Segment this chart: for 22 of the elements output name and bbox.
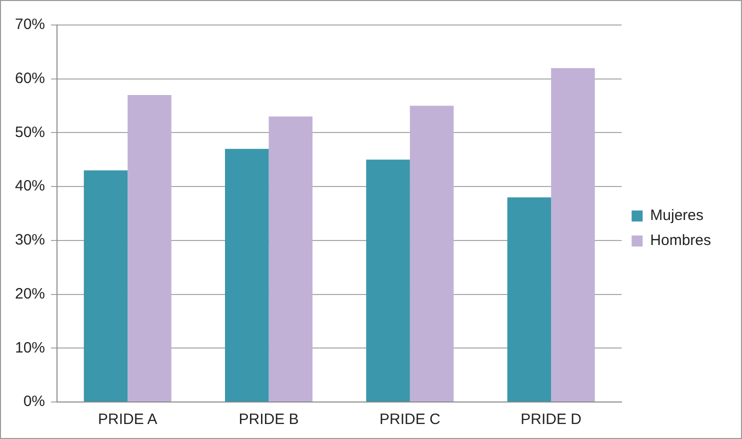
bar (551, 68, 595, 402)
y-tick-label: 60% (14, 70, 46, 87)
bar (268, 116, 313, 402)
legend-label: Hombres (650, 232, 712, 250)
y-tick-label: 40% (14, 178, 46, 195)
y-tick-label: 20% (14, 285, 46, 302)
legend-label: Mujeres (650, 207, 704, 224)
x-tick-label: PRIDE A (98, 411, 158, 428)
bar (84, 170, 128, 402)
x-tick-label: PRIDE C (379, 411, 441, 428)
y-tick-label: 30% (14, 232, 46, 249)
bar (128, 95, 172, 402)
x-tick-label: PRIDE B (238, 411, 299, 428)
y-tick-label: 50% (14, 124, 46, 141)
y-tick-label: 70% (14, 16, 46, 34)
x-tick-label: PRIDE D (520, 411, 582, 428)
y-tick-label: 0% (23, 393, 46, 410)
bar (225, 148, 269, 402)
y-tick-label: 10% (14, 339, 46, 356)
bar (410, 106, 454, 402)
bar (507, 197, 552, 402)
bar (366, 160, 410, 402)
